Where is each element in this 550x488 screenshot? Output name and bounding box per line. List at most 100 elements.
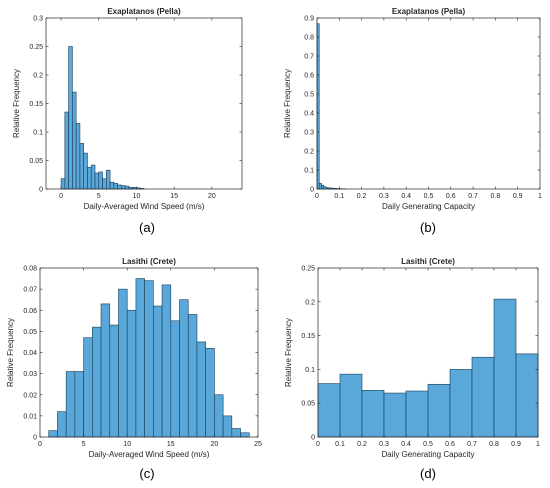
- histogram-bar: [83, 152, 88, 190]
- panel-caption: (d): [420, 466, 436, 481]
- histogram-bar: [65, 371, 76, 438]
- x-tick-label: 0.1: [334, 193, 344, 200]
- x-tick-label: 0.1: [335, 441, 345, 448]
- histogram-bar: [118, 288, 128, 438]
- x-tick-label: 0.4: [401, 441, 411, 448]
- histogram-bar: [187, 314, 198, 438]
- x-tick-label: 0.2: [357, 193, 367, 200]
- chart-title: Exaplatanos (Pella): [392, 7, 466, 16]
- chart-panel-c: 0 5 10 15 20 25 0 0.01 0.02 0.03 0.04 0.05 0.06 0.07 0…: [6, 257, 262, 481]
- y-tick-label: 0: [33, 435, 37, 442]
- histogram-bar: [100, 303, 111, 438]
- histogram-bar: [126, 309, 137, 438]
- histogram-bar: [196, 341, 206, 438]
- x-tick-label: 0.9: [513, 193, 523, 200]
- histogram-bar: [427, 383, 451, 438]
- x-tick-label: 0: [316, 441, 320, 448]
- histogram-bar: [87, 167, 92, 190]
- histogram-bar: [94, 172, 100, 190]
- x-tick-label: 0: [38, 441, 42, 448]
- x-tick-label: 0.3: [379, 441, 389, 448]
- histogram-bar: [222, 415, 233, 438]
- x-tick-label: 0.2: [357, 441, 367, 448]
- histogram-bar: [109, 181, 115, 190]
- y-tick-label: 0.1: [305, 367, 315, 374]
- histogram-bar: [74, 371, 84, 438]
- histogram-bar: [515, 353, 539, 438]
- histogram-bar: [179, 299, 189, 438]
- y-tick-label: 0.1: [33, 130, 43, 137]
- histogram-bar: [317, 383, 341, 438]
- y-axis-label: Relative Frequency: [6, 318, 15, 387]
- histogram-bar: [240, 432, 250, 438]
- histogram-bar: [214, 394, 224, 438]
- y-tick-label: 0.05: [29, 158, 43, 165]
- x-tick-label: 5: [97, 193, 101, 200]
- x-tick-label: 20: [208, 193, 216, 200]
- y-tick-label: 0.15: [301, 333, 315, 340]
- histogram-bar: [106, 169, 111, 190]
- histogram-bar: [339, 373, 363, 438]
- y-tick-label: 0.8: [304, 35, 314, 42]
- x-tick-label: 1: [536, 441, 540, 448]
- chart-panel-a: 0 5 10 15 20 0 0.05 0.1 0.15 0.2 0.25 0.3 Exaplatano…: [12, 7, 243, 235]
- y-axis-label: Relative Frequency: [284, 318, 293, 387]
- histogram-bar: [170, 320, 180, 438]
- histogram-bar: [153, 305, 163, 438]
- histogram-bar: [64, 111, 69, 190]
- x-tick-label: 5: [82, 441, 86, 448]
- y-tick-label: 0.2: [304, 149, 314, 156]
- y-tick-label: 0.06: [23, 308, 37, 315]
- x-tick-label: 0.5: [423, 441, 433, 448]
- chart-title: Lasithi (Crete): [122, 257, 176, 266]
- y-tick-label: 0.9: [304, 16, 314, 23]
- histogram-bar: [361, 390, 385, 438]
- histogram-bar: [144, 280, 154, 438]
- histogram-bar: [383, 392, 407, 438]
- histogram-bar: [231, 428, 241, 438]
- x-tick-label: 0.4: [401, 193, 411, 200]
- x-tick-label: 0.6: [446, 193, 456, 200]
- x-tick-label: 0.7: [467, 441, 477, 448]
- histogram-bar: [121, 185, 126, 190]
- chart-panel-d: 0 0.1 0.2 0.3 0.4 0.5 0.6 0.7 0.8 0.9 1 0 0.05 0.1 0.1…: [284, 257, 540, 481]
- y-tick-label: 0.5: [304, 92, 314, 99]
- y-tick-label: 0.25: [301, 266, 315, 273]
- y-tick-label: 0: [310, 187, 314, 194]
- x-tick-label: 0.3: [379, 193, 389, 200]
- x-tick-label: 20: [211, 441, 219, 448]
- x-tick-label: 1: [538, 193, 542, 200]
- histogram-bar: [102, 178, 107, 190]
- histogram-bar: [79, 143, 84, 190]
- y-tick-label: 0.2: [33, 73, 43, 80]
- x-tick-label: 0.8: [489, 441, 499, 448]
- y-tick-label: 0.3: [304, 130, 314, 137]
- y-tick-label: 0.05: [301, 401, 315, 408]
- x-tick-label: 0: [59, 193, 63, 200]
- x-tick-label: 25: [254, 441, 262, 448]
- x-axis-label: Daily-Averaged Wind Speed (m/s): [89, 450, 210, 459]
- histogram-bar: [92, 326, 102, 438]
- y-tick-label: 0.05: [23, 329, 37, 336]
- y-tick-label: 0.02: [23, 392, 37, 399]
- y-tick-label: 0: [39, 187, 43, 194]
- histogram-bar: [135, 278, 145, 438]
- histogram-bar: [98, 171, 103, 190]
- x-tick-label: 0.7: [468, 193, 478, 200]
- histogram-bar: [109, 324, 119, 438]
- histogram-bar: [90, 164, 96, 190]
- chart-title: Lasithi (Crete): [401, 257, 455, 266]
- y-tick-label: 0.15: [29, 101, 43, 108]
- y-tick-label: 0.25: [29, 44, 43, 51]
- x-tick-label: 0.9: [511, 441, 521, 448]
- histogram-bar: [321, 184, 324, 190]
- x-tick-label: 15: [170, 193, 178, 200]
- histogram-bar: [161, 284, 172, 438]
- x-tick-label: 0.8: [491, 193, 501, 200]
- x-tick-label: 0.6: [445, 441, 455, 448]
- y-axis-label: Relative Frequency: [283, 69, 292, 138]
- y-tick-label: 0: [311, 435, 315, 442]
- histogram-bar: [205, 347, 215, 438]
- panel-caption: (c): [139, 466, 154, 481]
